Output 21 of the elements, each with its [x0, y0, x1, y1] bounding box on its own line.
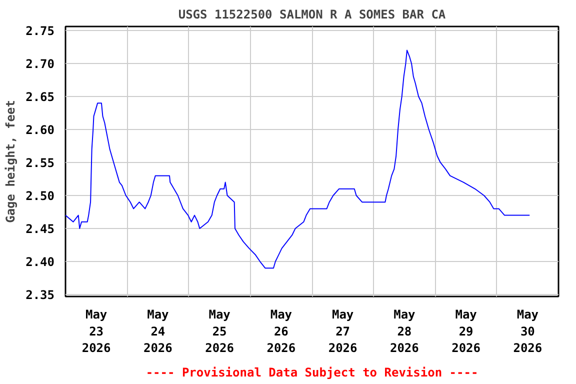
y-tick-label: 2.75 — [26, 24, 55, 38]
y-tick-label: 2.50 — [26, 189, 55, 203]
text: ---- Provisional Data Subject to Revision ---- — [146, 366, 478, 380]
x-tick-label: May 29 2026 — [452, 308, 481, 356]
x-tick-label: May 30 2026 — [513, 308, 542, 356]
line-series — [66, 50, 530, 269]
x-tick-label: May 28 2026 — [390, 308, 419, 356]
x-tick-label: May 25 2026 — [205, 308, 234, 356]
y-tick-label: 2.40 — [26, 255, 55, 270]
y-tick-label: 2.65 — [26, 90, 55, 104]
x-tick-label: May 26 2026 — [266, 308, 296, 356]
chart-title: USGS 11522500 SALMON R A SOMES BAR CA — [178, 8, 446, 22]
x-tick-label: May 24 2026 — [143, 308, 172, 356]
x-tick-label: May 23 2026 — [82, 308, 111, 356]
y-tick-label: 2.60 — [26, 122, 55, 137]
y-axis-title: Gage height, feet — [4, 100, 18, 223]
y-tick-label: 2.70 — [26, 56, 55, 71]
x-tick-label: May 27 2026 — [328, 308, 358, 356]
y-tick-label: 2.55 — [26, 156, 55, 170]
y-tick-label: 2.35 — [26, 288, 55, 302]
y-tick-label: 2.45 — [26, 222, 55, 236]
